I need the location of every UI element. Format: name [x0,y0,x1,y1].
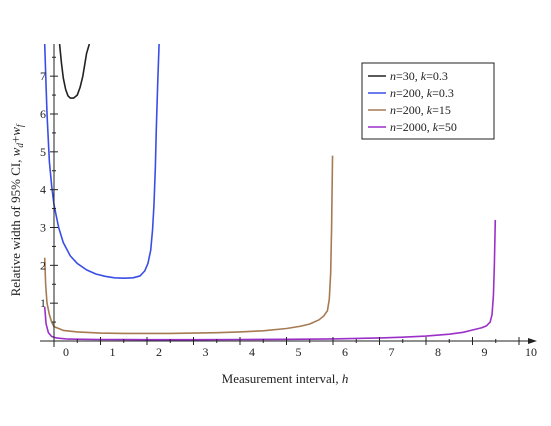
x-tick-label: 8 [435,345,441,359]
y-axis-title: Relative width of 95% CI, wd+wf [8,123,25,296]
x-tick-label: 10 [525,345,537,359]
series-line-3 [43,155,334,335]
series-line-1 [58,44,91,99]
y-tick-label: 1 [40,296,46,310]
x-tick-label: 5 [296,345,302,359]
y-tick-label: 5 [40,145,46,159]
legend: n=30, k=0.3 n=200, k=0.3 n=200, k=15 n=2000… [361,62,495,140]
y-tick-label: 3 [40,220,46,234]
axes: 0 1 2 3 4 5 6 7 8 9 10 1 2 3 4 5 6 7 [40,44,537,359]
x-tick-label: 9 [482,345,488,359]
x-axis-arrow [528,338,537,344]
x-tick-label: 4 [249,345,255,359]
x-ticks: 0 1 2 3 4 5 6 7 8 9 10 [53,337,537,359]
x-tick-label: 2 [156,345,162,359]
y-tick-label: 6 [40,107,46,121]
legend-label: n=2000, k=50 [390,120,457,134]
series-line-2 [43,44,160,279]
y-tick-label: 4 [40,183,46,197]
legend-label: n=30, k=0.3 [390,69,448,83]
x-tick-label: 7 [389,345,395,359]
y-ticks: 1 2 3 4 5 6 7 [40,56,58,323]
series-line-4 [43,219,497,341]
x-axis-title: Measurement interval, h [222,371,349,386]
x-tick-label: 6 [342,345,348,359]
x-tick-label: 1 [110,345,116,359]
legend-label: n=200, k=0.3 [390,86,454,100]
y-tick-label: 2 [40,258,46,272]
legend-label: n=200, k=15 [390,103,451,117]
y-tick-label: 7 [40,69,46,83]
x-tick-label: 3 [203,345,209,359]
x-tick-label: 0 [63,345,69,359]
